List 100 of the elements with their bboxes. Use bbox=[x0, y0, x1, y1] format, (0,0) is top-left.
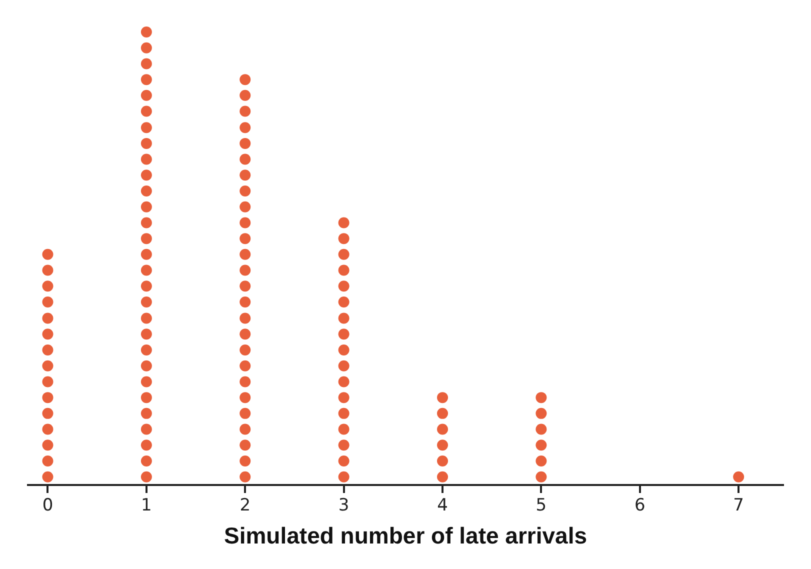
point bbox=[140, 138, 152, 149]
point bbox=[338, 217, 350, 228]
x-tick-label: 2 bbox=[240, 496, 251, 516]
point bbox=[42, 376, 54, 388]
point bbox=[240, 264, 251, 276]
point bbox=[437, 408, 448, 419]
point bbox=[338, 280, 350, 292]
point bbox=[240, 74, 251, 86]
point bbox=[42, 440, 54, 451]
point bbox=[140, 424, 152, 435]
point bbox=[240, 376, 251, 388]
point bbox=[140, 408, 152, 419]
point bbox=[140, 328, 152, 340]
point bbox=[240, 471, 251, 482]
point bbox=[338, 248, 350, 260]
point bbox=[338, 233, 350, 244]
point bbox=[140, 90, 152, 101]
point bbox=[240, 138, 251, 149]
x-tick-label: 4 bbox=[437, 496, 448, 516]
point bbox=[240, 233, 251, 244]
point bbox=[536, 440, 547, 451]
point bbox=[240, 280, 251, 292]
point bbox=[140, 233, 152, 244]
point bbox=[338, 376, 350, 388]
point bbox=[140, 344, 152, 356]
point bbox=[140, 217, 152, 228]
point bbox=[140, 154, 152, 165]
point bbox=[42, 408, 54, 419]
point bbox=[240, 186, 251, 197]
point bbox=[42, 471, 54, 482]
point bbox=[140, 122, 152, 134]
point bbox=[536, 408, 547, 419]
point bbox=[140, 170, 152, 181]
point bbox=[240, 217, 251, 228]
point bbox=[140, 74, 152, 86]
point bbox=[240, 424, 251, 435]
point bbox=[536, 424, 547, 435]
point bbox=[240, 455, 251, 466]
point bbox=[733, 471, 744, 482]
point bbox=[140, 376, 152, 388]
point bbox=[42, 248, 54, 260]
x-tick-label: 5 bbox=[536, 496, 547, 516]
point bbox=[140, 264, 152, 276]
point bbox=[42, 424, 54, 435]
x-tick-label: 6 bbox=[634, 496, 646, 516]
point bbox=[338, 408, 350, 419]
point bbox=[140, 42, 152, 54]
point bbox=[140, 186, 152, 197]
point bbox=[240, 106, 251, 117]
point bbox=[338, 455, 350, 466]
point bbox=[140, 248, 152, 260]
point bbox=[240, 312, 251, 324]
point bbox=[437, 455, 448, 466]
point bbox=[42, 328, 54, 340]
point bbox=[42, 264, 54, 276]
point bbox=[338, 344, 350, 356]
point bbox=[140, 201, 152, 212]
point bbox=[140, 455, 152, 466]
point bbox=[240, 328, 251, 340]
point bbox=[140, 360, 152, 372]
point bbox=[437, 424, 448, 435]
point bbox=[338, 328, 350, 340]
point bbox=[240, 344, 251, 356]
point bbox=[240, 360, 251, 372]
x-axis-title: Simulated number of late arrivals bbox=[224, 522, 588, 549]
point bbox=[240, 296, 251, 308]
point bbox=[240, 408, 251, 419]
point bbox=[140, 440, 152, 451]
point bbox=[536, 392, 547, 404]
point bbox=[42, 344, 54, 356]
point bbox=[240, 154, 251, 165]
point bbox=[42, 312, 54, 324]
x-tick-label: 7 bbox=[733, 496, 744, 516]
point bbox=[140, 106, 152, 117]
point bbox=[140, 280, 152, 292]
point bbox=[338, 424, 350, 435]
point bbox=[140, 296, 152, 308]
point bbox=[240, 170, 251, 181]
point bbox=[240, 122, 251, 134]
point bbox=[240, 90, 251, 101]
point bbox=[536, 455, 547, 466]
point bbox=[338, 312, 350, 324]
point bbox=[338, 471, 350, 482]
point bbox=[338, 264, 350, 276]
point bbox=[338, 392, 350, 404]
x-tick-label: 0 bbox=[42, 496, 54, 516]
point bbox=[42, 392, 54, 404]
x-tick-label: 3 bbox=[338, 496, 350, 516]
point bbox=[42, 296, 54, 308]
point bbox=[437, 471, 448, 482]
x-tick-label: 1 bbox=[141, 496, 152, 516]
point bbox=[240, 248, 251, 260]
point bbox=[338, 296, 350, 308]
point bbox=[437, 392, 448, 404]
point bbox=[42, 455, 54, 466]
point bbox=[42, 360, 54, 372]
point bbox=[338, 440, 350, 451]
point bbox=[140, 26, 152, 38]
point bbox=[536, 471, 547, 482]
point bbox=[240, 440, 251, 451]
